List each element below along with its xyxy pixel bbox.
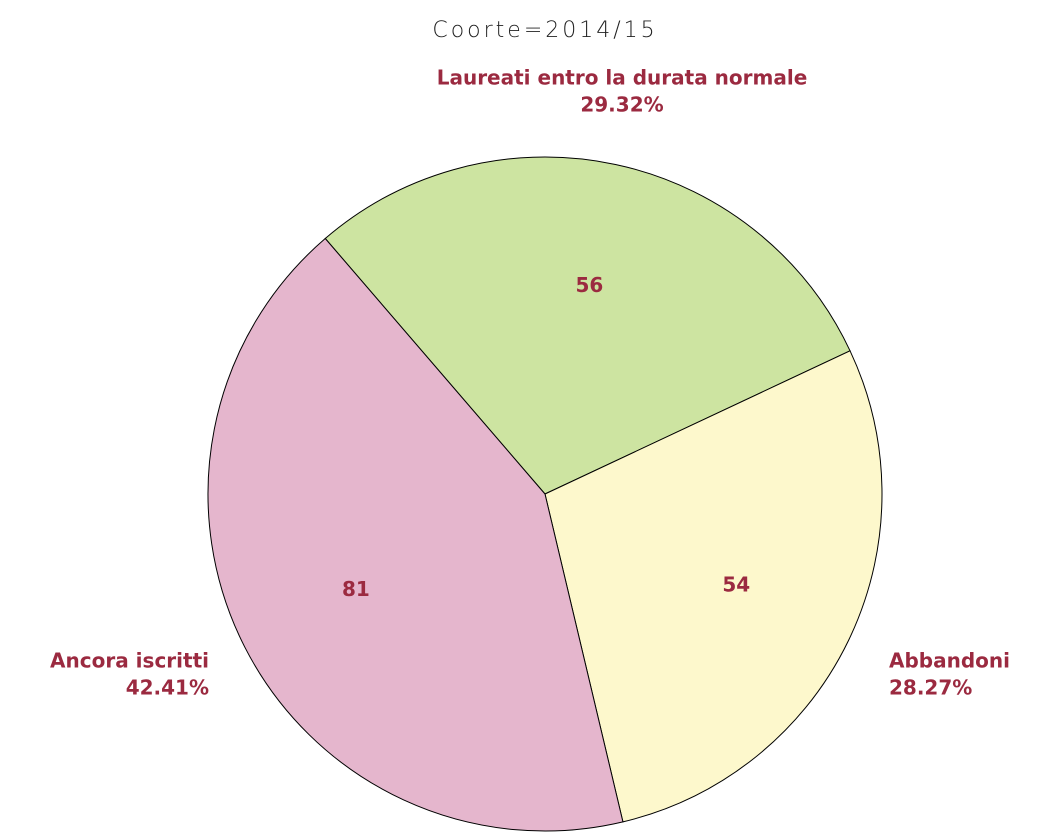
pie-slice: [324, 156, 851, 495]
pie-slice: [207, 237, 624, 832]
chart-title: Coorte=2014/15: [432, 18, 657, 43]
slice-value-label: 81: [342, 577, 370, 601]
percentage-label: 29.32%: [580, 93, 663, 117]
category-label: Ancora iscritti: [50, 649, 209, 673]
category-label: Laureati entro la durata normale: [437, 66, 808, 90]
percentage-label: 28.27%: [889, 676, 972, 700]
slice-value-label: 54: [722, 573, 750, 597]
category-label: Abbandoni: [889, 649, 1010, 673]
pie-slice: [544, 350, 883, 823]
slice-value-label: 56: [575, 273, 603, 297]
percentage-label: 42.41%: [126, 676, 209, 700]
